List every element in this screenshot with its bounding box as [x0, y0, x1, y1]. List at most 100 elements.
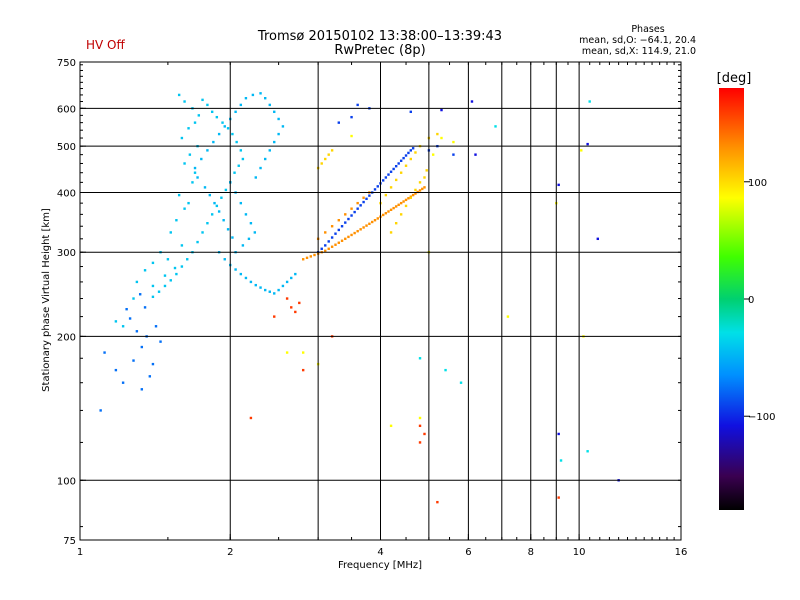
scatter-point — [586, 142, 589, 146]
scatter-point — [330, 236, 334, 239]
x-tick-label: 1 — [77, 547, 83, 558]
y-tick-label: 500 — [57, 142, 76, 153]
chart-title: Tromsø 20150102 13:38:00–13:39:43 — [257, 29, 502, 44]
scatter-point — [596, 237, 599, 241]
scatter-point — [356, 103, 359, 107]
colorbar-label: [deg] — [717, 71, 752, 86]
scatter-point — [114, 320, 118, 323]
colorbar-tick-label: −100 — [748, 412, 775, 423]
scatter-point — [350, 115, 353, 119]
scatter-point — [470, 100, 474, 103]
scatter-point — [187, 127, 190, 130]
scatter-point — [407, 197, 410, 200]
scatter-point — [557, 432, 560, 436]
scatter-point — [163, 274, 167, 277]
scatter-point — [259, 92, 262, 95]
scatter-point — [423, 186, 426, 189]
scatter-point — [347, 217, 350, 221]
scatter-point — [273, 140, 276, 144]
scatter-point — [362, 196, 365, 199]
scatter-point — [414, 192, 417, 195]
scatter-point — [268, 103, 271, 107]
scatter-point — [384, 212, 388, 215]
scatter-point — [200, 157, 203, 161]
scatter-point — [206, 103, 209, 107]
y-tick-label: 300 — [57, 248, 76, 259]
scatter-point — [327, 240, 330, 243]
y-axis-ticks: 75 100 200 300 400 500 600 750 — [57, 58, 681, 547]
x-axis-label: Frequency [MHz] — [338, 560, 422, 571]
scatter-point — [281, 284, 285, 288]
scatter-point — [418, 181, 422, 184]
scatter-point — [290, 306, 293, 309]
scatter-point — [183, 162, 186, 165]
scatter-point — [324, 231, 327, 234]
scatter-point — [353, 231, 356, 235]
scatter-point — [208, 193, 212, 197]
scatter-point — [394, 165, 398, 168]
scatter-point — [362, 200, 365, 204]
scatter-point — [459, 381, 463, 384]
scatter-point — [387, 210, 390, 213]
scatter-point — [394, 178, 398, 182]
phases-mean-o: mean, sd,O: −64.1, 20.4 — [579, 35, 696, 46]
scatter-point — [254, 283, 257, 287]
scatter-point — [183, 100, 186, 103]
scatter-point — [290, 276, 293, 280]
scatter-point — [365, 224, 368, 227]
scatter-point — [324, 244, 327, 247]
scatter-point — [402, 200, 405, 203]
scatter-point — [264, 288, 267, 292]
scatter-point — [330, 245, 334, 248]
y-tick-label: 100 — [57, 476, 76, 487]
scatter-point — [421, 187, 424, 191]
scatter-point — [193, 166, 197, 170]
scatter-point — [399, 201, 403, 205]
scatter-point — [301, 351, 305, 354]
scatter-point — [132, 359, 135, 362]
scatter-point — [409, 157, 412, 161]
scatter-point — [247, 237, 251, 241]
scatter-point — [418, 189, 422, 192]
scatter-point — [418, 357, 422, 360]
scatter-point — [201, 231, 204, 234]
scatter-point — [301, 258, 305, 261]
x-tick-label: 16 — [675, 547, 688, 558]
scatter-point — [135, 330, 139, 333]
scatter-point — [411, 193, 415, 197]
scatter-point — [353, 210, 356, 214]
scatter-point — [440, 108, 443, 112]
scatter-point — [217, 210, 221, 213]
scatter-point — [138, 293, 142, 296]
scatter-points-layer — [99, 92, 620, 504]
scatter-point — [411, 147, 415, 150]
scatter-point — [128, 317, 132, 320]
scatter-point — [344, 213, 347, 216]
scatter-point — [404, 204, 408, 208]
scatter-point — [557, 496, 560, 499]
scatter-point — [416, 190, 419, 194]
scatter-point — [114, 368, 118, 372]
scatter-point — [557, 183, 560, 187]
scatter-point — [285, 351, 289, 354]
x-tick-label: 10 — [573, 547, 586, 558]
y-tick-label: 75 — [63, 536, 76, 547]
scatter-point — [431, 153, 435, 156]
scatter-point — [389, 424, 393, 428]
y-tick-label: 200 — [57, 332, 76, 343]
scatter-point — [191, 181, 194, 184]
scatter-point — [244, 213, 248, 216]
x-tick-label: 4 — [377, 547, 383, 558]
scatter-point — [376, 185, 379, 188]
scatter-point — [397, 203, 400, 206]
scatter-point — [180, 244, 184, 247]
scatter-point — [376, 217, 379, 220]
scatter-point — [254, 176, 257, 179]
scatter-point — [268, 149, 271, 152]
scatter-point — [356, 201, 359, 205]
scatter-point — [350, 134, 353, 138]
scatter-point — [239, 103, 243, 107]
scatter-point — [223, 258, 226, 261]
scatter-point — [143, 306, 147, 309]
scatter-point — [344, 221, 347, 224]
